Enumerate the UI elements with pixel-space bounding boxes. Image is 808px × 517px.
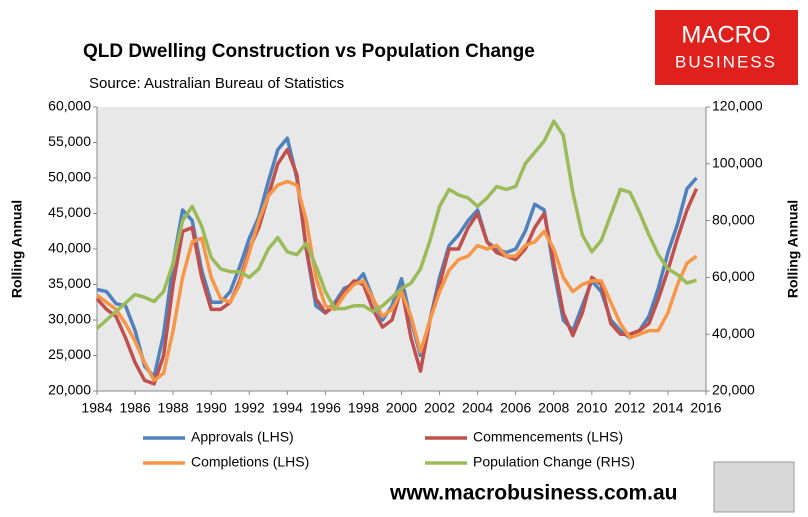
legend-label: Commencements (LHS) — [473, 429, 623, 445]
y-axis-title: Rolling Annual — [9, 200, 25, 298]
y2-tick-label: 100,000 — [712, 155, 763, 171]
y2-tick-label: 40,000 — [712, 325, 755, 341]
x-tick-label: 1990 — [196, 400, 227, 416]
footer: www.macrobusiness.com.au — [389, 482, 677, 505]
y2-tick-label: 80,000 — [712, 211, 755, 227]
y-tick-label: 30,000 — [48, 311, 91, 327]
series-line — [95, 179, 698, 383]
y2-tick-label: 60,000 — [712, 268, 755, 284]
x-tick-label: 2014 — [652, 400, 683, 416]
x-tick-label: 2010 — [576, 400, 607, 416]
logo-box — [655, 10, 798, 85]
y-tick-label: 45,000 — [48, 204, 91, 220]
y-tick-label: 55,000 — [48, 133, 91, 149]
x-tick-label: 1992 — [234, 400, 265, 416]
legend-label: Approvals (LHS) — [191, 429, 294, 445]
series-line — [95, 119, 698, 330]
y-tick-label: 25,000 — [48, 346, 91, 362]
legend-label: Population Change (RHS) — [473, 454, 635, 470]
legend-label: Completions (LHS) — [191, 454, 309, 470]
x-tick-label: 2002 — [424, 400, 455, 416]
x-tick-label: 1996 — [310, 400, 341, 416]
y2-tick-label: 20,000 — [712, 382, 755, 398]
x-tick-label: 1984 — [81, 400, 112, 416]
y-tick-label: 60,000 — [48, 98, 91, 114]
x-tick-label: 2012 — [614, 400, 645, 416]
plot-area — [97, 107, 706, 391]
x-tick-label: 1986 — [119, 400, 150, 416]
logo-text: MACRO — [681, 21, 770, 48]
x-tick-label: 1988 — [158, 400, 189, 416]
chart-title: QLD Dwelling Construction vs Population … — [83, 41, 535, 62]
x-tick-label: 1998 — [348, 400, 379, 416]
x-tick-label: 2008 — [538, 400, 569, 416]
x-tick-label: 2006 — [500, 400, 531, 416]
y-tick-label: 35,000 — [48, 275, 91, 291]
y-tick-label: 20,000 — [48, 382, 91, 398]
x-tick-label: 1994 — [272, 400, 303, 416]
logo-image — [713, 461, 795, 513]
x-tick-label: 2004 — [462, 400, 493, 416]
y-tick-label: 40,000 — [48, 240, 91, 256]
y2-tick-label: 120,000 — [712, 98, 763, 114]
y2-axis-title: Rolling Annual — [785, 200, 801, 298]
x-tick-label: 2000 — [386, 400, 417, 416]
x-tick-label: 2016 — [690, 400, 721, 416]
y-tick-label: 50,000 — [48, 169, 91, 185]
logo-text: BUSINESS — [675, 52, 777, 71]
chart-subtitle: Source: Australian Bureau of Statistics — [89, 75, 344, 92]
